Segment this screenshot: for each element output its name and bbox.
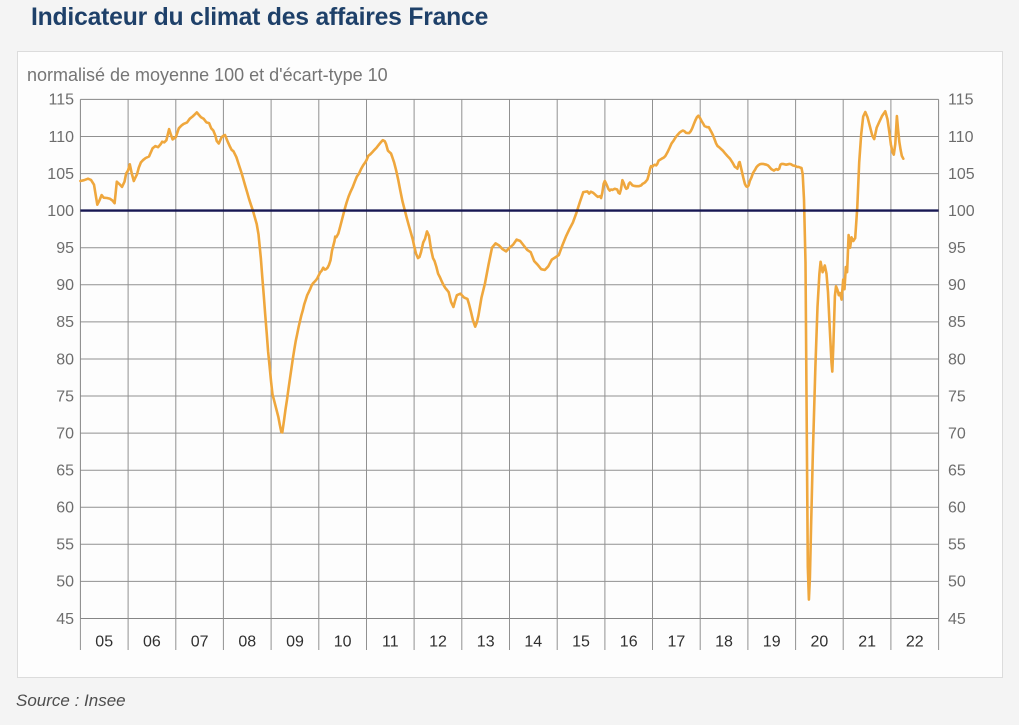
svg-text:45: 45 (56, 611, 74, 628)
svg-text:50: 50 (948, 574, 966, 591)
svg-text:08: 08 (238, 633, 256, 650)
svg-text:65: 65 (948, 463, 966, 480)
svg-text:19: 19 (763, 633, 781, 650)
svg-text:90: 90 (56, 277, 74, 294)
svg-text:115: 115 (948, 92, 974, 109)
svg-text:55: 55 (948, 537, 966, 554)
svg-text:80: 80 (948, 351, 966, 368)
svg-text:100: 100 (47, 203, 74, 220)
svg-text:20: 20 (811, 633, 829, 650)
svg-text:65: 65 (56, 463, 74, 480)
svg-text:16: 16 (620, 633, 638, 650)
svg-text:45: 45 (948, 611, 966, 628)
svg-text:110: 110 (48, 129, 74, 146)
svg-text:55: 55 (56, 537, 74, 554)
svg-text:75: 75 (56, 388, 74, 405)
svg-text:115: 115 (48, 92, 74, 109)
svg-text:11: 11 (382, 633, 399, 650)
svg-text:05: 05 (95, 633, 113, 650)
svg-text:60: 60 (56, 500, 74, 517)
svg-text:60: 60 (948, 500, 966, 517)
svg-text:21: 21 (858, 633, 876, 650)
svg-text:13: 13 (477, 633, 495, 650)
svg-text:15: 15 (572, 633, 590, 650)
svg-text:09: 09 (286, 633, 304, 650)
svg-text:105: 105 (948, 166, 975, 183)
svg-text:10: 10 (334, 633, 352, 650)
svg-text:06: 06 (143, 633, 161, 650)
svg-text:105: 105 (47, 166, 74, 183)
svg-text:85: 85 (56, 314, 74, 331)
svg-text:100: 100 (948, 203, 975, 220)
svg-text:110: 110 (948, 129, 974, 146)
svg-text:18: 18 (715, 633, 733, 650)
svg-text:07: 07 (191, 633, 209, 650)
svg-text:14: 14 (524, 633, 542, 650)
svg-text:70: 70 (948, 425, 966, 442)
svg-text:95: 95 (948, 240, 966, 257)
svg-text:80: 80 (56, 351, 74, 368)
svg-text:70: 70 (56, 425, 74, 442)
svg-text:85: 85 (948, 314, 966, 331)
svg-text:17: 17 (668, 633, 686, 650)
svg-text:12: 12 (429, 633, 447, 650)
svg-text:22: 22 (906, 633, 924, 650)
svg-text:95: 95 (56, 240, 74, 257)
svg-text:75: 75 (948, 388, 966, 405)
svg-text:90: 90 (948, 277, 966, 294)
svg-text:50: 50 (56, 574, 74, 591)
